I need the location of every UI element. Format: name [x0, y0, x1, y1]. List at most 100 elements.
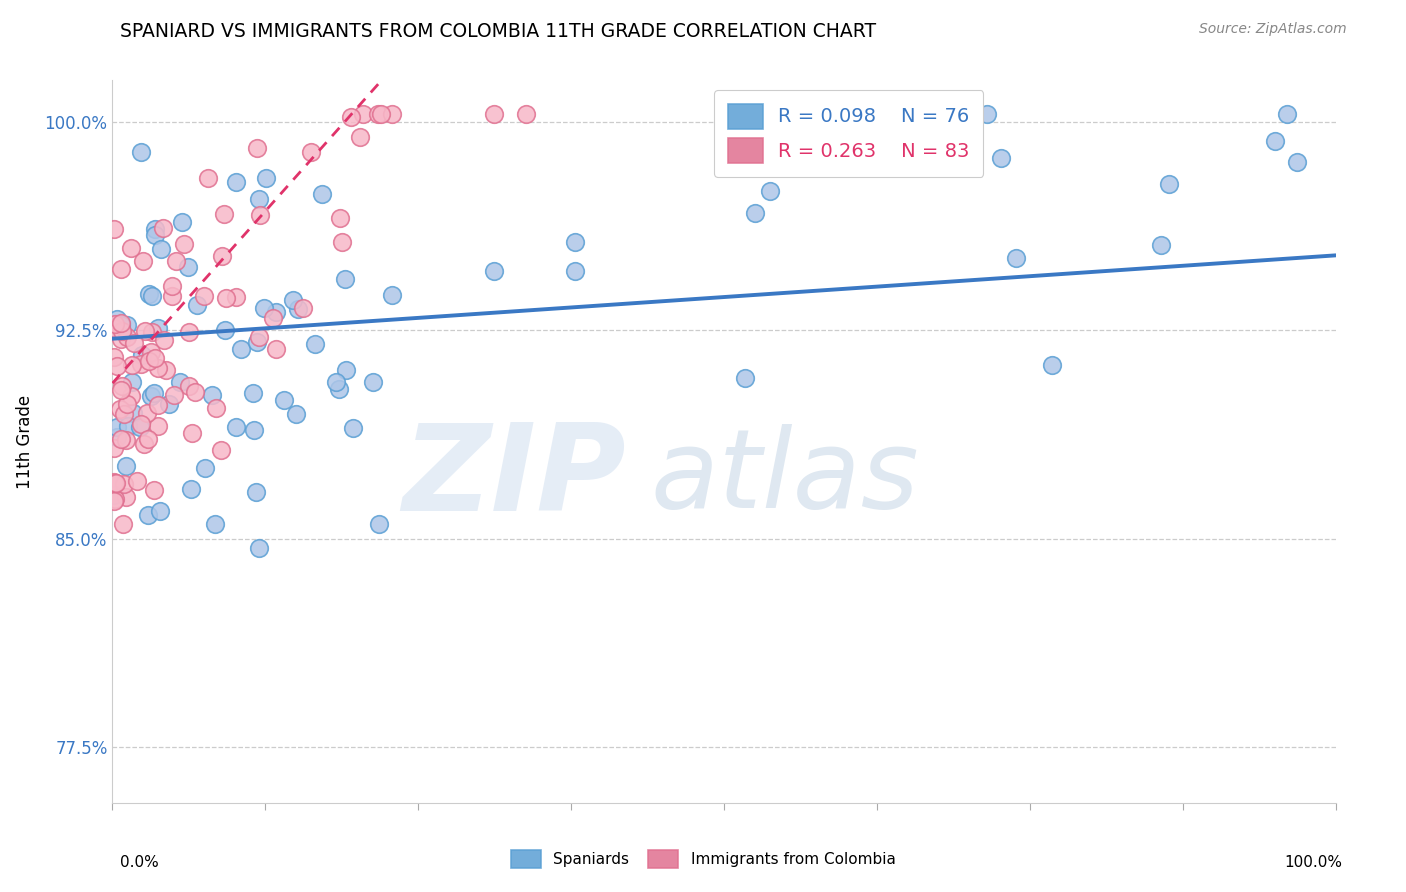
Point	[245, 484, 267, 499]
Point	[110, 433, 132, 447]
Point	[157, 397, 180, 411]
Point	[515, 106, 537, 120]
Point	[138, 354, 160, 368]
Point	[110, 261, 132, 276]
Point	[482, 106, 505, 120]
Point	[146, 398, 169, 412]
Point	[129, 417, 152, 431]
Point	[242, 424, 264, 438]
Point	[152, 221, 174, 235]
Point	[141, 289, 163, 303]
Point	[758, 185, 780, 199]
Point	[246, 334, 269, 349]
Point	[103, 475, 125, 489]
Point	[132, 437, 155, 451]
Point	[204, 401, 226, 416]
Point	[353, 106, 375, 120]
Point	[152, 333, 174, 347]
Point	[564, 264, 586, 278]
Point	[193, 289, 215, 303]
Point	[120, 240, 142, 254]
Point	[299, 145, 322, 159]
Point	[361, 375, 384, 389]
Point	[122, 335, 145, 350]
Point	[139, 344, 162, 359]
Point	[976, 106, 998, 120]
Point	[253, 301, 276, 315]
Point	[150, 242, 173, 256]
Point	[180, 482, 202, 496]
Point	[311, 187, 333, 202]
Point	[143, 351, 166, 366]
Point	[138, 287, 160, 301]
Point	[194, 461, 217, 475]
Point	[143, 483, 166, 498]
Point	[734, 371, 756, 385]
Point	[149, 503, 172, 517]
Point	[155, 363, 177, 377]
Point	[104, 475, 127, 490]
Point	[197, 171, 219, 186]
Point	[342, 421, 364, 435]
Point	[1275, 106, 1298, 120]
Point	[115, 397, 138, 411]
Point	[117, 418, 139, 433]
Point	[169, 375, 191, 389]
Point	[129, 145, 152, 159]
Point	[564, 235, 586, 250]
Point	[141, 326, 163, 340]
Text: 100.0%: 100.0%	[1285, 855, 1343, 870]
Point	[170, 214, 193, 228]
Point	[876, 106, 898, 120]
Point	[249, 208, 271, 222]
Point	[142, 386, 165, 401]
Point	[349, 129, 371, 144]
Point	[482, 264, 505, 278]
Point	[801, 145, 824, 160]
Point	[105, 419, 128, 434]
Point	[115, 330, 138, 344]
Point	[148, 418, 170, 433]
Point	[212, 207, 235, 221]
Point	[103, 494, 125, 508]
Point	[134, 324, 156, 338]
Point	[115, 458, 138, 473]
Point	[110, 383, 132, 397]
Point	[115, 318, 138, 332]
Text: atlas: atlas	[651, 425, 920, 531]
Point	[1004, 251, 1026, 265]
Point	[163, 388, 186, 402]
Point	[110, 333, 132, 347]
Point	[225, 419, 247, 434]
Point	[136, 406, 159, 420]
Point	[231, 342, 253, 356]
Point	[177, 260, 200, 275]
Point	[225, 289, 247, 303]
Point	[104, 318, 127, 332]
Point	[370, 106, 392, 120]
Point	[103, 222, 125, 236]
Point	[129, 357, 152, 371]
Point	[105, 359, 128, 373]
Point	[105, 312, 128, 326]
Point	[201, 388, 224, 402]
Point	[247, 329, 270, 343]
Point	[160, 289, 183, 303]
Point	[132, 254, 155, 268]
Point	[283, 293, 305, 308]
Point	[105, 430, 128, 444]
Point	[329, 211, 352, 225]
Point	[103, 441, 125, 455]
Point	[131, 348, 153, 362]
Point	[368, 516, 391, 531]
Point	[264, 305, 287, 319]
Point	[335, 363, 357, 377]
Point	[136, 432, 159, 446]
Point	[304, 337, 326, 351]
Point	[209, 442, 232, 457]
Text: ZIP: ZIP	[402, 419, 626, 536]
Point	[103, 350, 125, 364]
Point	[744, 205, 766, 219]
Point	[264, 342, 287, 356]
Legend: Spaniards, Immigrants from Colombia: Spaniards, Immigrants from Colombia	[503, 843, 903, 875]
